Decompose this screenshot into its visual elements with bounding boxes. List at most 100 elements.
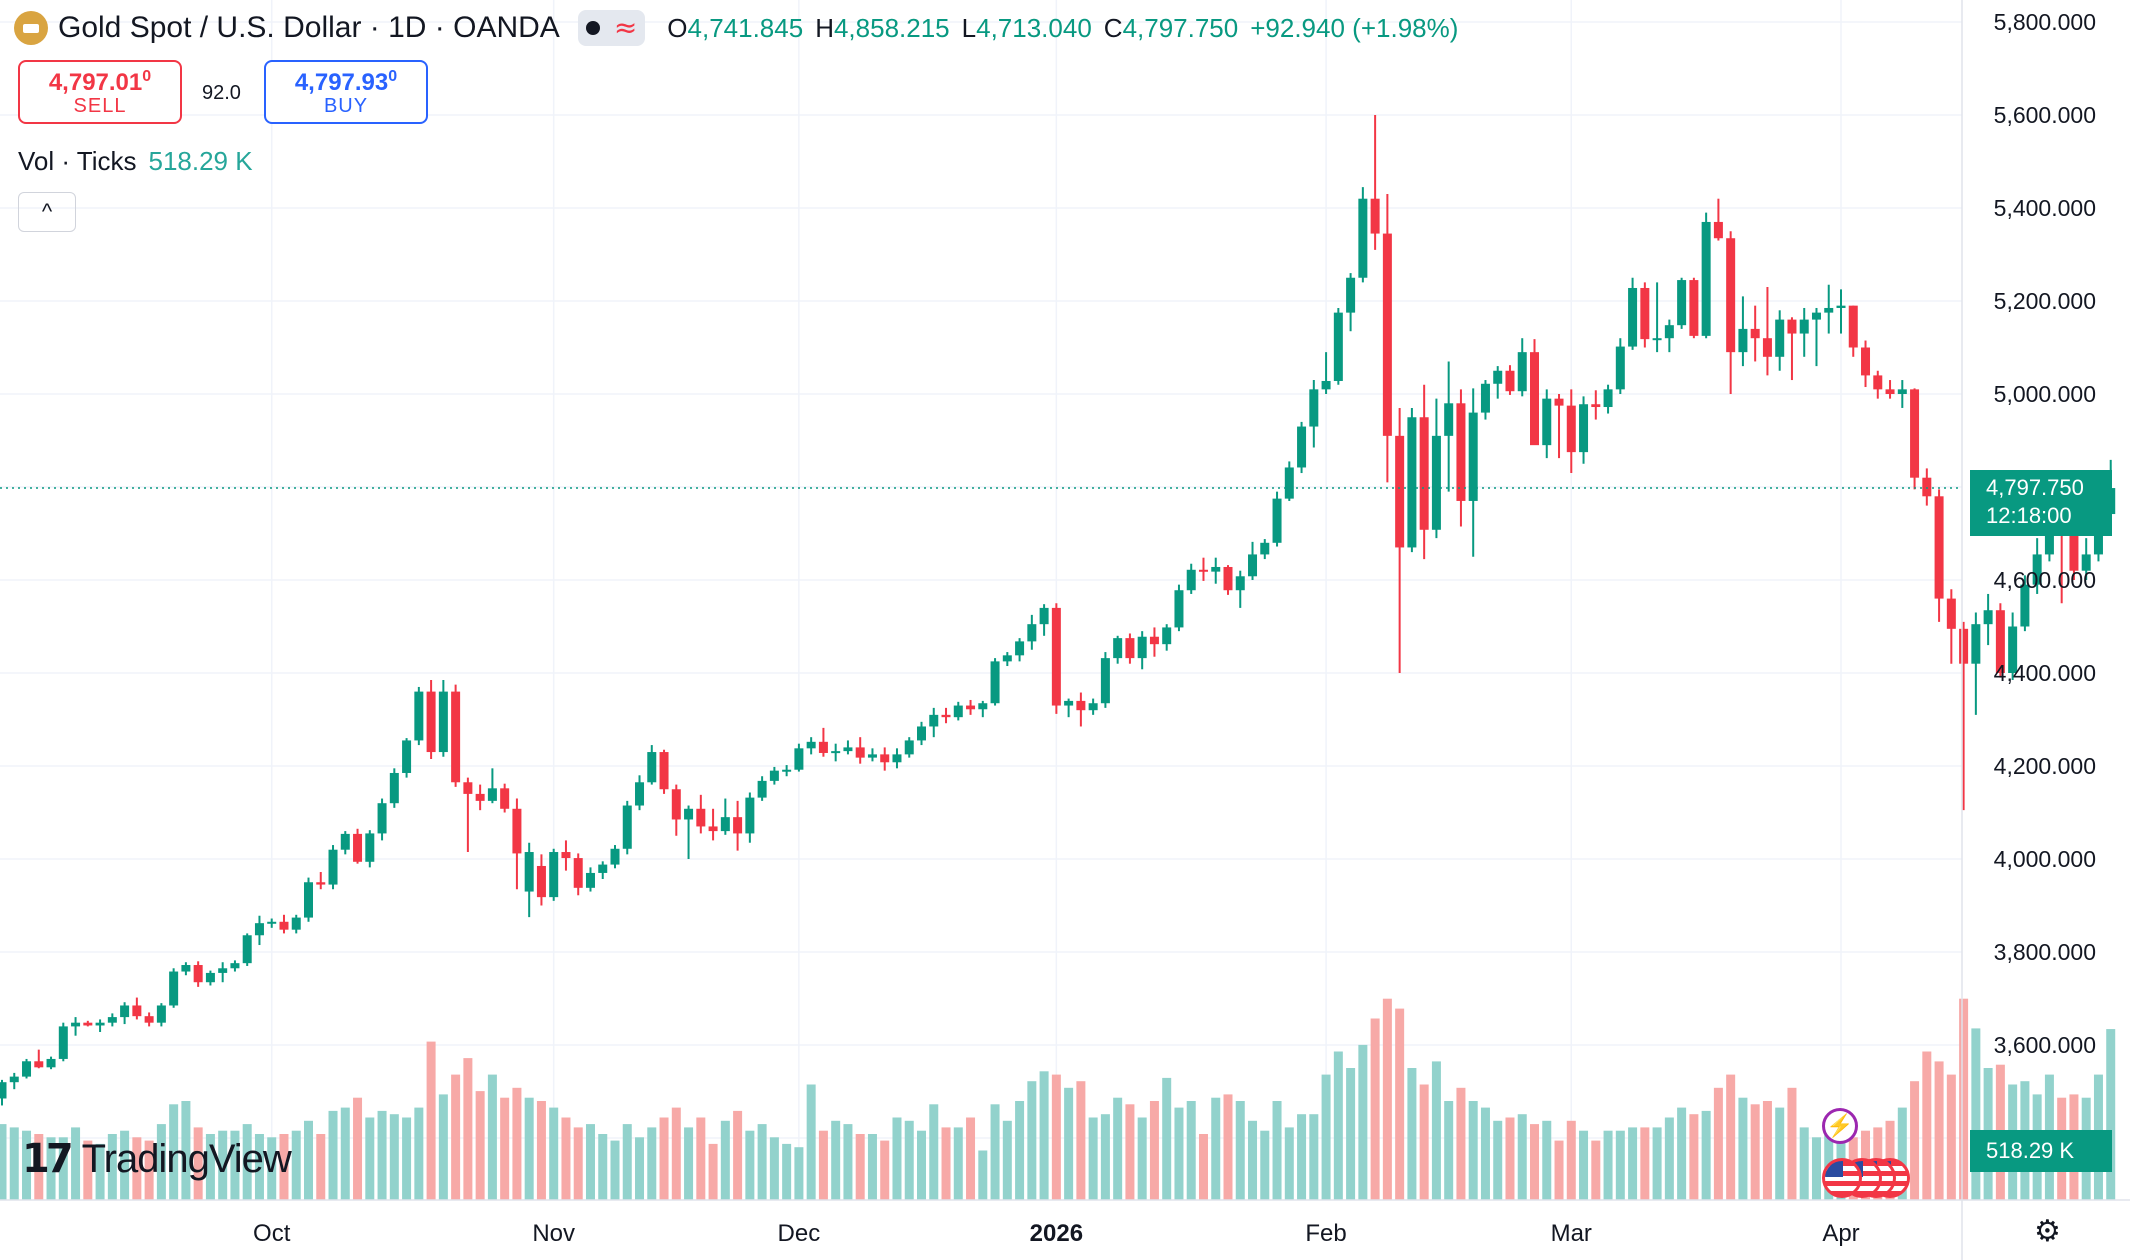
volume-bar	[1100, 1114, 1110, 1200]
lightning-event-icon[interactable]: ⚡	[1822, 1108, 1858, 1144]
volume-bar	[1701, 1110, 1711, 1200]
candle-body	[1738, 328, 1748, 353]
x-tick-label: 2026	[1030, 1220, 1083, 1247]
volume-bar	[1554, 1140, 1564, 1200]
candle-body	[1566, 405, 1576, 453]
volume-bar	[402, 1117, 412, 1200]
tradingview-logo-text: TradingView	[81, 1136, 292, 1181]
candle-body	[1309, 389, 1319, 427]
y-tick-label: 5,400.000	[1994, 195, 2096, 221]
volume-bar	[1211, 1097, 1221, 1200]
volume-bar	[757, 1124, 767, 1200]
candle-body	[279, 921, 289, 930]
candle-body	[340, 833, 350, 850]
candle-body	[1505, 370, 1515, 392]
volume-bar	[1186, 1101, 1196, 1200]
candle-body	[181, 965, 191, 972]
volume-bar	[107, 1134, 117, 1200]
economic-events-flags[interactable]	[1822, 1158, 1922, 1198]
candle-body	[242, 935, 252, 964]
volume-bar	[365, 1117, 375, 1200]
buy-price-pip: 0	[388, 68, 398, 85]
candle-body	[95, 1022, 105, 1026]
candle-body	[1811, 312, 1821, 320]
candle-body	[1971, 624, 1981, 664]
low-value: 4,713.040	[976, 12, 1092, 43]
tradingview-logo[interactable]: 17 TradingView	[22, 1136, 292, 1182]
volume-bar	[1198, 1134, 1208, 1200]
volume-bar	[475, 1091, 485, 1200]
candle-body	[1762, 338, 1772, 357]
candle-body	[635, 782, 645, 806]
candle-body	[659, 752, 669, 790]
y-tick-label: 4,200.000	[1994, 753, 2096, 779]
collapse-button[interactable]: ^	[18, 192, 76, 232]
market-status-icon	[585, 21, 600, 35]
volume-bar	[46, 1137, 56, 1200]
candle-body	[46, 1058, 56, 1068]
candle-body	[1910, 389, 1920, 478]
volume-value: 518.29 K	[148, 146, 253, 176]
y-tick-label: 3,800.000	[1994, 939, 2096, 965]
volume-bar	[1125, 1104, 1135, 1200]
candle-body	[316, 882, 326, 885]
volume-bar	[1946, 1074, 1956, 1200]
volume-bar	[659, 1117, 669, 1200]
candle-body	[1946, 598, 1956, 629]
y-tick-label: 5,000.000	[1994, 381, 2096, 407]
buy-button[interactable]: 4,797.930 BUY	[264, 60, 428, 124]
volume-bar	[1284, 1127, 1294, 1200]
volume-bar	[1235, 1101, 1245, 1200]
volume-bar	[1272, 1101, 1282, 1200]
volume-bar	[1959, 998, 1969, 1200]
candle-body	[1640, 287, 1650, 340]
status-pill[interactable]: ≈	[577, 10, 646, 46]
candle-body	[156, 1005, 166, 1023]
volume-bar	[769, 1137, 779, 1200]
candle-body	[1591, 404, 1601, 408]
candle-body	[2032, 554, 2042, 585]
candle-body	[463, 782, 473, 794]
volume-bar	[1309, 1114, 1319, 1200]
volume-bar	[426, 1041, 436, 1200]
volume-bar	[0, 1124, 7, 1200]
candle-body	[1493, 370, 1503, 384]
volume-bar	[340, 1107, 350, 1200]
volume-bar	[1799, 1127, 1809, 1200]
candle-body	[1775, 319, 1785, 357]
volume-bar	[745, 1130, 755, 1200]
candle-body	[353, 833, 363, 862]
candle-body	[500, 788, 510, 809]
volume-bar	[1002, 1120, 1012, 1200]
symbol-title[interactable]: Gold Spot / U.S. Dollar · 1D · OANDA	[58, 11, 560, 44]
candle-body	[1689, 280, 1699, 336]
candle-body	[1137, 636, 1147, 659]
volume-bar	[1640, 1127, 1650, 1200]
candle-body	[1039, 607, 1049, 625]
candle-body	[22, 1061, 32, 1077]
candle-body	[71, 1022, 81, 1027]
candle-body	[438, 691, 448, 753]
volume-bar	[585, 1124, 595, 1200]
candle-body	[610, 848, 620, 865]
candle-body	[169, 971, 179, 1006]
bar-countdown: 12:18:00	[1986, 503, 2072, 528]
sell-button[interactable]: 4,797.010 SELL	[18, 60, 182, 124]
candle-body	[733, 817, 743, 834]
volume-bar	[1689, 1114, 1699, 1200]
candle-body	[1824, 307, 1834, 313]
volume-bar	[708, 1143, 718, 1200]
candle-body	[1407, 417, 1417, 548]
settings-icon[interactable]: ⚙	[2034, 1214, 2061, 1249]
candle-body	[855, 747, 865, 758]
candle-body	[304, 882, 313, 918]
volume-bar	[291, 1130, 301, 1200]
volume-legend[interactable]: Vol · Ticks 518.29 K	[18, 146, 253, 177]
sell-price-pip: 0	[142, 68, 152, 85]
candle-body	[524, 852, 534, 892]
volume-bar	[181, 1101, 191, 1200]
volume-bar	[1027, 1081, 1037, 1200]
candle-body	[1959, 628, 1969, 664]
sell-price: 4,797.01	[48, 69, 143, 96]
